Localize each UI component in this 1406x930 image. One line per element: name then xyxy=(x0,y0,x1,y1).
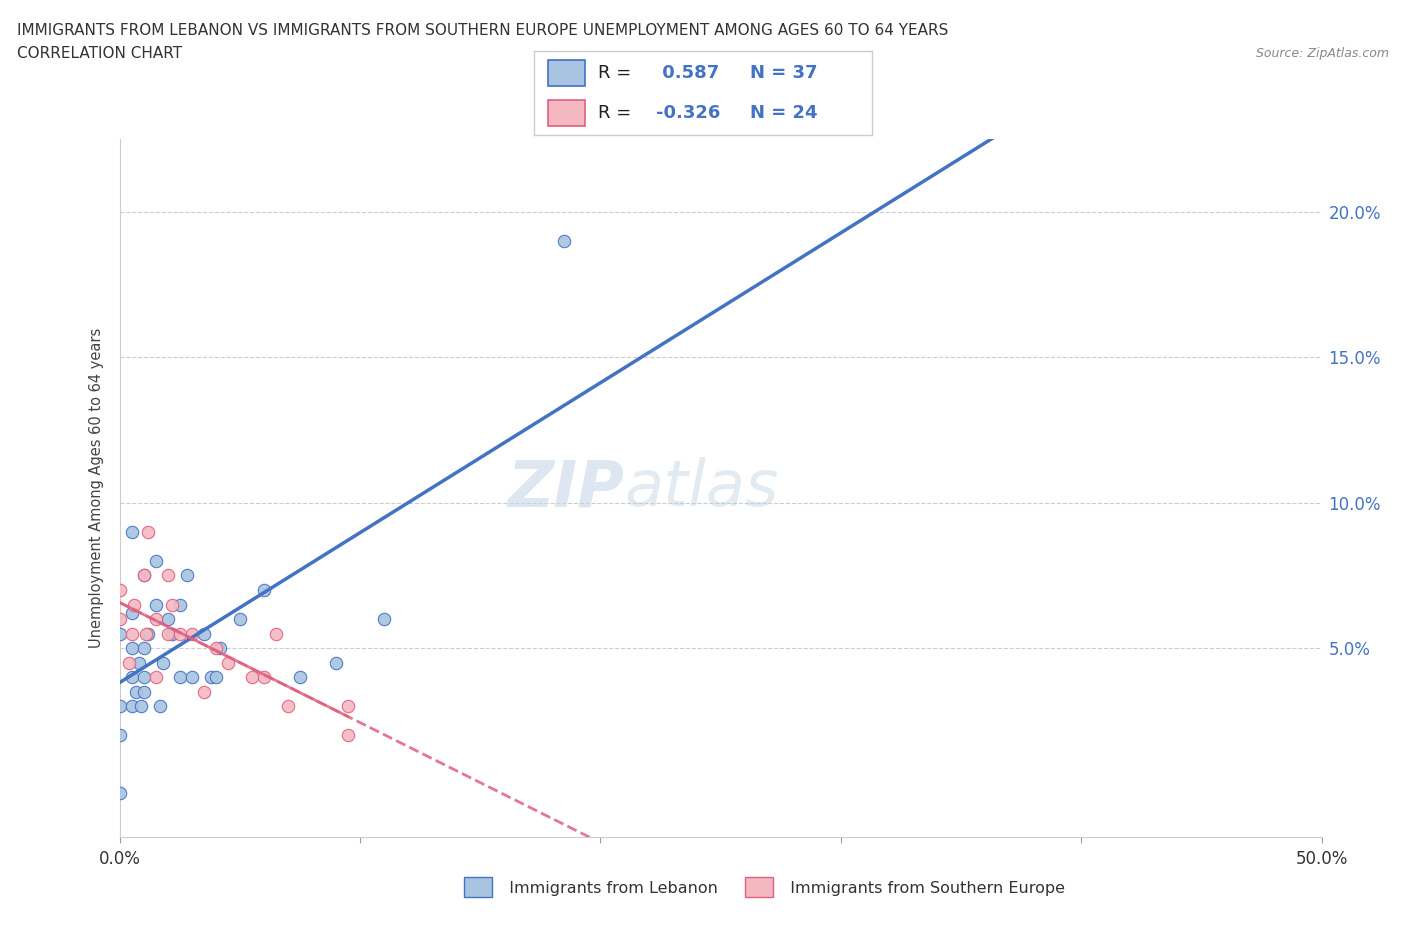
Text: R =: R = xyxy=(599,104,631,122)
Point xyxy=(156,626,179,641)
Point xyxy=(132,568,155,583)
Point xyxy=(204,641,226,656)
Point xyxy=(288,670,311,684)
Point xyxy=(176,568,198,583)
Point xyxy=(169,597,191,612)
Point xyxy=(145,670,167,684)
Point xyxy=(145,553,167,568)
Point xyxy=(121,670,143,684)
Point xyxy=(204,670,226,684)
Point xyxy=(128,656,150,671)
FancyBboxPatch shape xyxy=(548,60,585,86)
Text: -0.326: -0.326 xyxy=(655,104,720,122)
Point xyxy=(162,597,184,612)
Point xyxy=(135,626,157,641)
Point xyxy=(162,626,184,641)
Point xyxy=(228,612,252,627)
Point xyxy=(132,568,155,583)
Point xyxy=(200,670,222,684)
Point xyxy=(169,670,191,684)
Point xyxy=(553,233,575,248)
Point xyxy=(253,582,276,597)
Text: R =: R = xyxy=(599,64,631,82)
Point xyxy=(108,698,131,713)
Point xyxy=(336,698,359,713)
Point xyxy=(152,656,174,671)
Point xyxy=(125,684,148,699)
Text: N = 37: N = 37 xyxy=(751,64,818,82)
Point xyxy=(145,612,167,627)
Text: atlas: atlas xyxy=(624,458,779,519)
Point xyxy=(149,698,172,713)
Point xyxy=(193,626,215,641)
Point xyxy=(122,597,145,612)
Text: 0.587: 0.587 xyxy=(655,64,718,82)
Text: Immigrants from Lebanon: Immigrants from Lebanon xyxy=(499,881,718,896)
Point xyxy=(240,670,263,684)
Point xyxy=(209,641,232,656)
Point xyxy=(156,612,179,627)
Point xyxy=(132,670,155,684)
Point xyxy=(118,656,141,671)
Y-axis label: Unemployment Among Ages 60 to 64 years: Unemployment Among Ages 60 to 64 years xyxy=(89,328,104,648)
Point xyxy=(132,641,155,656)
Text: ZIP: ZIP xyxy=(508,458,624,519)
Point xyxy=(336,728,359,743)
Point xyxy=(121,698,143,713)
Point xyxy=(108,786,131,801)
Text: Source: ZipAtlas.com: Source: ZipAtlas.com xyxy=(1256,46,1389,60)
Point xyxy=(121,525,143,539)
Point xyxy=(138,626,160,641)
Point xyxy=(325,656,347,671)
Point xyxy=(264,626,287,641)
Point xyxy=(121,626,143,641)
Point xyxy=(180,670,202,684)
Point xyxy=(121,605,143,620)
Point xyxy=(217,656,239,671)
Point xyxy=(180,626,202,641)
Point xyxy=(145,597,167,612)
Point xyxy=(277,698,299,713)
Point xyxy=(129,698,152,713)
Point xyxy=(108,626,131,641)
Text: CORRELATION CHART: CORRELATION CHART xyxy=(17,46,181,61)
Point xyxy=(108,612,131,627)
Text: N = 24: N = 24 xyxy=(751,104,818,122)
Point xyxy=(138,525,160,539)
Text: Immigrants from Southern Europe: Immigrants from Southern Europe xyxy=(780,881,1066,896)
Point xyxy=(169,626,191,641)
Point xyxy=(108,582,131,597)
Point xyxy=(253,670,276,684)
Text: IMMIGRANTS FROM LEBANON VS IMMIGRANTS FROM SOUTHERN EUROPE UNEMPLOYMENT AMONG AG: IMMIGRANTS FROM LEBANON VS IMMIGRANTS FR… xyxy=(17,23,948,38)
Point xyxy=(193,684,215,699)
Point xyxy=(373,612,395,627)
Point xyxy=(132,684,155,699)
Point xyxy=(121,641,143,656)
Point xyxy=(156,568,179,583)
FancyBboxPatch shape xyxy=(548,100,585,126)
Point xyxy=(108,728,131,743)
